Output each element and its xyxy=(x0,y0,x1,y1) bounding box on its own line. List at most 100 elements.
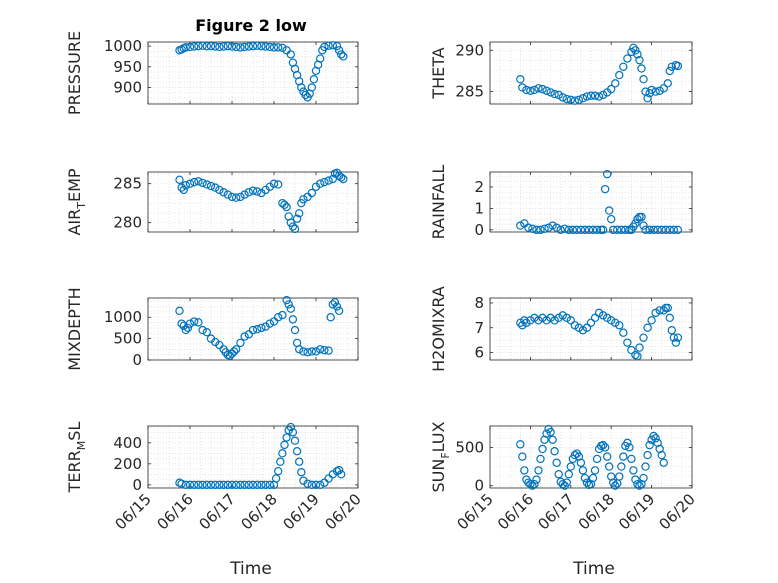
data-point xyxy=(219,480,228,490)
data-point xyxy=(621,225,630,235)
data-point xyxy=(615,321,624,330)
data-point xyxy=(528,481,537,490)
data-point xyxy=(627,454,636,464)
data-point xyxy=(290,436,300,445)
data-point xyxy=(578,94,588,103)
data-point xyxy=(564,225,573,235)
y-tick-label: 7 xyxy=(474,319,484,337)
data-point xyxy=(183,323,193,333)
data-point xyxy=(292,214,302,223)
data-point xyxy=(257,480,266,490)
data-point xyxy=(526,479,535,489)
data-point xyxy=(177,183,186,192)
data-point xyxy=(617,225,626,235)
data-point xyxy=(198,480,207,490)
data-point xyxy=(516,221,525,230)
data-point xyxy=(185,319,195,328)
y-tick-label: 0 xyxy=(474,221,484,239)
data-point xyxy=(253,325,262,334)
data-point xyxy=(339,174,348,184)
data-point xyxy=(611,79,620,88)
data-point xyxy=(633,352,642,361)
data-point xyxy=(564,470,573,479)
data-point xyxy=(276,457,285,466)
data-point xyxy=(663,303,672,313)
data-point xyxy=(576,458,586,467)
x-tick-label: 06/16 xyxy=(494,490,537,533)
data-point xyxy=(615,472,624,481)
data-point xyxy=(615,70,624,80)
data-point xyxy=(265,42,274,52)
data-point xyxy=(598,440,608,450)
subplot-7: 0 200 400 TERRMSL 06/1506/1606/1706/1806/190… xyxy=(65,422,365,534)
y-axis-label: THETA xyxy=(429,47,448,99)
y-tick-label: 950 xyxy=(113,58,142,76)
data-point xyxy=(546,88,555,97)
x-tick-label: 06/19 xyxy=(615,490,658,533)
y-axis-label: RAINFALL xyxy=(429,165,448,240)
data-point xyxy=(643,94,652,103)
data-point xyxy=(516,440,525,449)
data-point xyxy=(271,474,281,483)
data-point xyxy=(669,333,679,342)
data-point xyxy=(566,316,576,325)
data-point xyxy=(297,468,306,477)
data-point xyxy=(227,480,237,490)
data-point xyxy=(619,452,628,461)
data-point xyxy=(649,225,658,235)
data-point xyxy=(633,479,642,489)
axes-box xyxy=(147,297,359,361)
data-point xyxy=(210,480,220,490)
data-point xyxy=(307,347,316,356)
x-label-right: Time xyxy=(572,559,615,579)
data-point xyxy=(274,180,283,189)
data-point xyxy=(635,55,644,65)
data-point xyxy=(548,221,557,230)
data-point xyxy=(286,50,295,59)
data-point xyxy=(286,304,295,313)
subplot-1: 900 950 1000 PRESSURE xyxy=(65,31,359,115)
data-point xyxy=(520,316,529,325)
data-point xyxy=(316,179,325,188)
axes-box xyxy=(489,297,693,361)
data-point xyxy=(542,429,551,438)
data-point xyxy=(548,435,557,444)
data-point xyxy=(532,225,541,235)
data-point xyxy=(536,225,545,235)
y-axis-label: MIXDEPTH xyxy=(65,287,84,370)
data-point xyxy=(269,179,279,188)
axes-box xyxy=(489,171,693,233)
data-point xyxy=(231,42,241,52)
data-point xyxy=(635,343,644,352)
data-point xyxy=(309,74,319,84)
data-point xyxy=(210,183,220,192)
data-point xyxy=(223,480,232,490)
data-point xyxy=(673,333,683,342)
data-point xyxy=(574,95,584,105)
data-point xyxy=(303,479,312,488)
data-point xyxy=(629,466,638,475)
data-point xyxy=(651,434,660,443)
data-point xyxy=(530,479,539,489)
data-point xyxy=(286,422,295,432)
data-point xyxy=(586,91,596,100)
data-point xyxy=(181,480,190,490)
data-point xyxy=(639,221,648,230)
data-point xyxy=(623,54,632,63)
data-point xyxy=(619,328,628,337)
data-point xyxy=(244,480,253,490)
data-point xyxy=(665,225,674,235)
data-point xyxy=(649,431,658,441)
data-point xyxy=(288,315,298,324)
data-point xyxy=(282,202,291,212)
data-point xyxy=(588,473,598,483)
data-point xyxy=(328,300,337,309)
data-point xyxy=(206,41,216,51)
y-axis-label: PRESSURE xyxy=(65,31,84,115)
data-point xyxy=(269,43,279,52)
y-tick-label: 1 xyxy=(474,199,484,217)
data-point xyxy=(645,440,654,450)
data-point xyxy=(303,192,312,202)
data-point xyxy=(339,52,348,61)
